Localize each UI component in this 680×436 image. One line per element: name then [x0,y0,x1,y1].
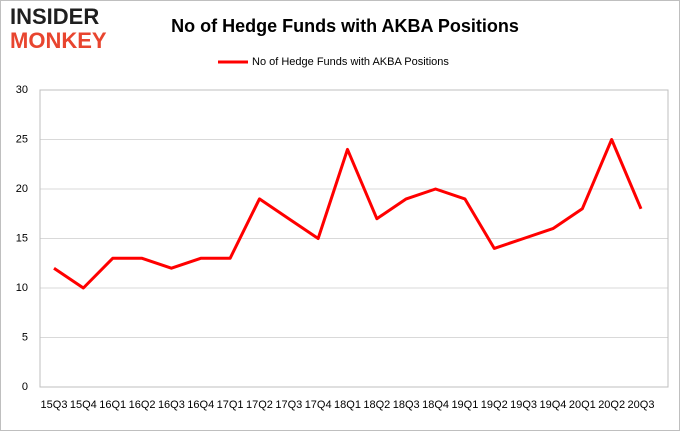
y-tick-label: 20 [16,183,28,195]
x-tick-label: 16Q1 [99,399,126,411]
y-tick-label: 25 [16,133,28,145]
chart-title: No of Hedge Funds with AKBA Positions [171,16,519,36]
logo-line2: MONKEY [10,28,107,53]
x-tick-label: 17Q1 [217,399,244,411]
x-tick-label: 20Q2 [598,399,625,411]
x-tick-label: 16Q4 [187,399,214,411]
x-tick-label: 19Q3 [510,399,537,411]
x-tick-label: 17Q4 [305,399,332,411]
x-tick-label: 16Q2 [129,399,156,411]
y-tick-label: 30 [16,84,28,96]
x-tick-label: 18Q2 [363,399,390,411]
x-tick-label: 15Q4 [70,399,97,411]
x-tick-label: 20Q3 [628,399,655,411]
x-tick-label: 17Q3 [275,399,302,411]
y-tick-label: 5 [22,331,28,343]
x-tick-label: 18Q4 [422,399,449,411]
logo-line1: INSIDER [10,4,99,29]
x-tick-label: 20Q1 [569,399,596,411]
x-tick-label: 17Q2 [246,399,273,411]
x-tick-label: 19Q4 [539,399,566,411]
y-tick-label: 0 [22,381,28,393]
x-tick-label: 16Q3 [158,399,185,411]
legend-label: No of Hedge Funds with AKBA Positions [252,56,449,68]
x-tick-label: 18Q3 [393,399,420,411]
x-tick-label: 19Q1 [451,399,478,411]
y-tick-label: 15 [16,232,28,244]
x-tick-label: 19Q2 [481,399,508,411]
series-line [53,138,643,290]
x-tick-label: 18Q1 [334,399,361,411]
x-tick-label: 15Q3 [41,399,68,411]
plot-frame [39,89,669,388]
y-tick-label: 10 [16,282,28,294]
